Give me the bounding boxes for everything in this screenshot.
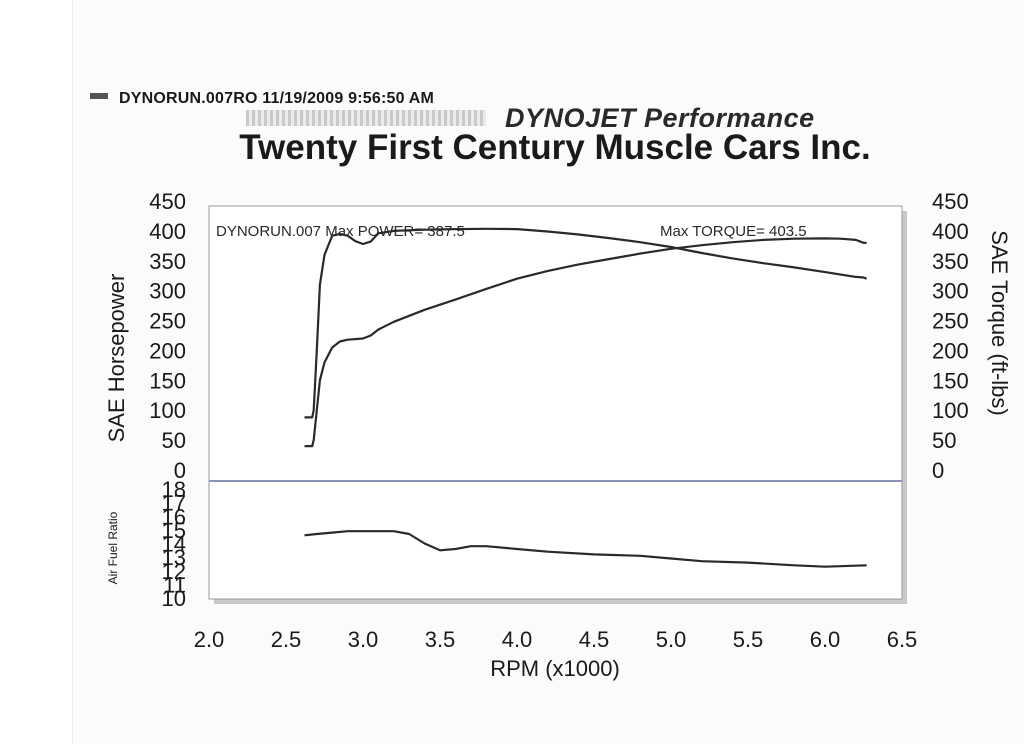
run-header: DYNORUN.007RO 11/19/2009 9:56:50 AM: [119, 90, 434, 107]
rpm-tick-label: 4.5: [579, 627, 610, 652]
afr-tick-label: 13: [162, 545, 186, 570]
torque-tick-label: 100: [932, 398, 969, 423]
rpm-tick-label: 3.5: [425, 627, 456, 652]
bottom-panel: [208, 480, 903, 600]
hp-tick-label: 250: [149, 309, 186, 334]
hp-tick-label: 150: [149, 368, 186, 393]
torque-tick-label: 300: [932, 279, 969, 304]
torque-tick-label: 200: [932, 338, 969, 363]
max-power-annotation: DYNORUN.007 Max POWER= 387.5: [216, 223, 465, 240]
torque-tick-label: 400: [932, 219, 969, 244]
hp-tick-label: 450: [149, 189, 186, 214]
afr-tick-label: 12: [162, 559, 186, 584]
torque-tick-label: 250: [932, 309, 969, 334]
y-axis-title-left: SAE Horsepower: [104, 274, 129, 443]
y-axis-title-right: SAE Torque (ft-lbs): [987, 230, 1012, 415]
series-layer: [304, 227, 867, 568]
power-line: [304, 237, 867, 448]
torque-tick-label: 50: [932, 428, 956, 453]
afr-tick-label: 18: [162, 477, 186, 502]
hp-axis-ticks: 0 50 100 150 200 250 300 350 400 450: [149, 189, 186, 483]
hp-tick-label: 0: [174, 458, 186, 483]
afr-tick-label: 14: [162, 532, 186, 557]
hp-tick-label: 350: [149, 249, 186, 274]
x-axis-title: RPM (x1000): [490, 656, 620, 681]
torque-tick-label: 350: [932, 249, 969, 274]
chart-title: Twenty First Century Muscle Cars Inc.: [239, 128, 871, 167]
afr-axis-title: Air Fuel Ratio: [106, 511, 120, 584]
hp-tick-label: 200: [149, 338, 186, 363]
rpm-axis-ticks: 2.0 2.5 3.0 3.5 4.0 4.5 5.0 5.5 6.0 6.5: [194, 627, 918, 652]
rpm-tick-label: 5.5: [733, 627, 764, 652]
torque-tick-label: 150: [932, 368, 969, 393]
torque-tick-label: 0: [932, 458, 944, 483]
hp-tick-label: 300: [149, 279, 186, 304]
afr-tick-label: 11: [163, 572, 186, 597]
hp-tick-label: 50: [162, 428, 186, 453]
rpm-tick-label: 4.0: [502, 627, 533, 652]
afr-tick-label: 10: [162, 586, 186, 611]
torque-tick-label: 450: [932, 189, 969, 214]
rpm-tick-label: 3.0: [348, 627, 379, 652]
rpm-tick-label: 2.0: [194, 627, 225, 652]
top-panel: [208, 205, 903, 482]
rpm-tick-label: 6.0: [810, 627, 841, 652]
afr-tick-label: 16: [162, 504, 186, 529]
hp-tick-label: 400: [149, 219, 186, 244]
afr-line: [304, 530, 867, 568]
hp-tick-label: 100: [149, 398, 186, 423]
rpm-tick-label: 5.0: [656, 627, 687, 652]
rpm-tick-label: 6.5: [887, 627, 918, 652]
max-torque-annotation: Max TORQUE= 403.5: [660, 223, 807, 240]
logo-mark: [246, 110, 486, 126]
rpm-tick-label: 2.5: [271, 627, 302, 652]
afr-tick-label: 15: [162, 518, 186, 543]
torque-axis-ticks: 0 50 100 150 200 250 300 350 400 450: [932, 189, 969, 483]
run-legend-swatch: [90, 93, 108, 99]
torque-line: [304, 227, 867, 419]
afr-tick-label: 17: [162, 491, 186, 516]
brand-name: DYNOJET Performance: [505, 103, 815, 127]
